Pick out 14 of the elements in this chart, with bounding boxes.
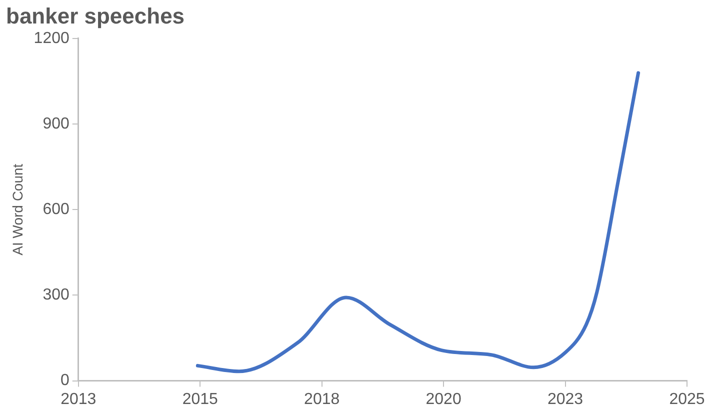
- chart-title: banker speeches: [6, 3, 185, 28]
- x-tick-label: 2023: [547, 390, 584, 408]
- y-tick-label: 600: [42, 201, 70, 218]
- x-tick-label: 2015: [182, 390, 218, 408]
- x-tick-label: 2013: [60, 390, 96, 408]
- y-tick-label: 1200: [34, 30, 70, 47]
- x-tick-label: 2018: [304, 390, 340, 408]
- y-tick-label: 0: [60, 372, 70, 390]
- y-tick-label: 900: [42, 115, 70, 132]
- x-tick-label: 2020: [426, 390, 462, 408]
- y-tick-label: 300: [42, 286, 70, 304]
- line-series: [196, 71, 640, 374]
- x-tick-label: 2025: [669, 390, 705, 408]
- y-axis-title: AI Word Count: [9, 164, 26, 256]
